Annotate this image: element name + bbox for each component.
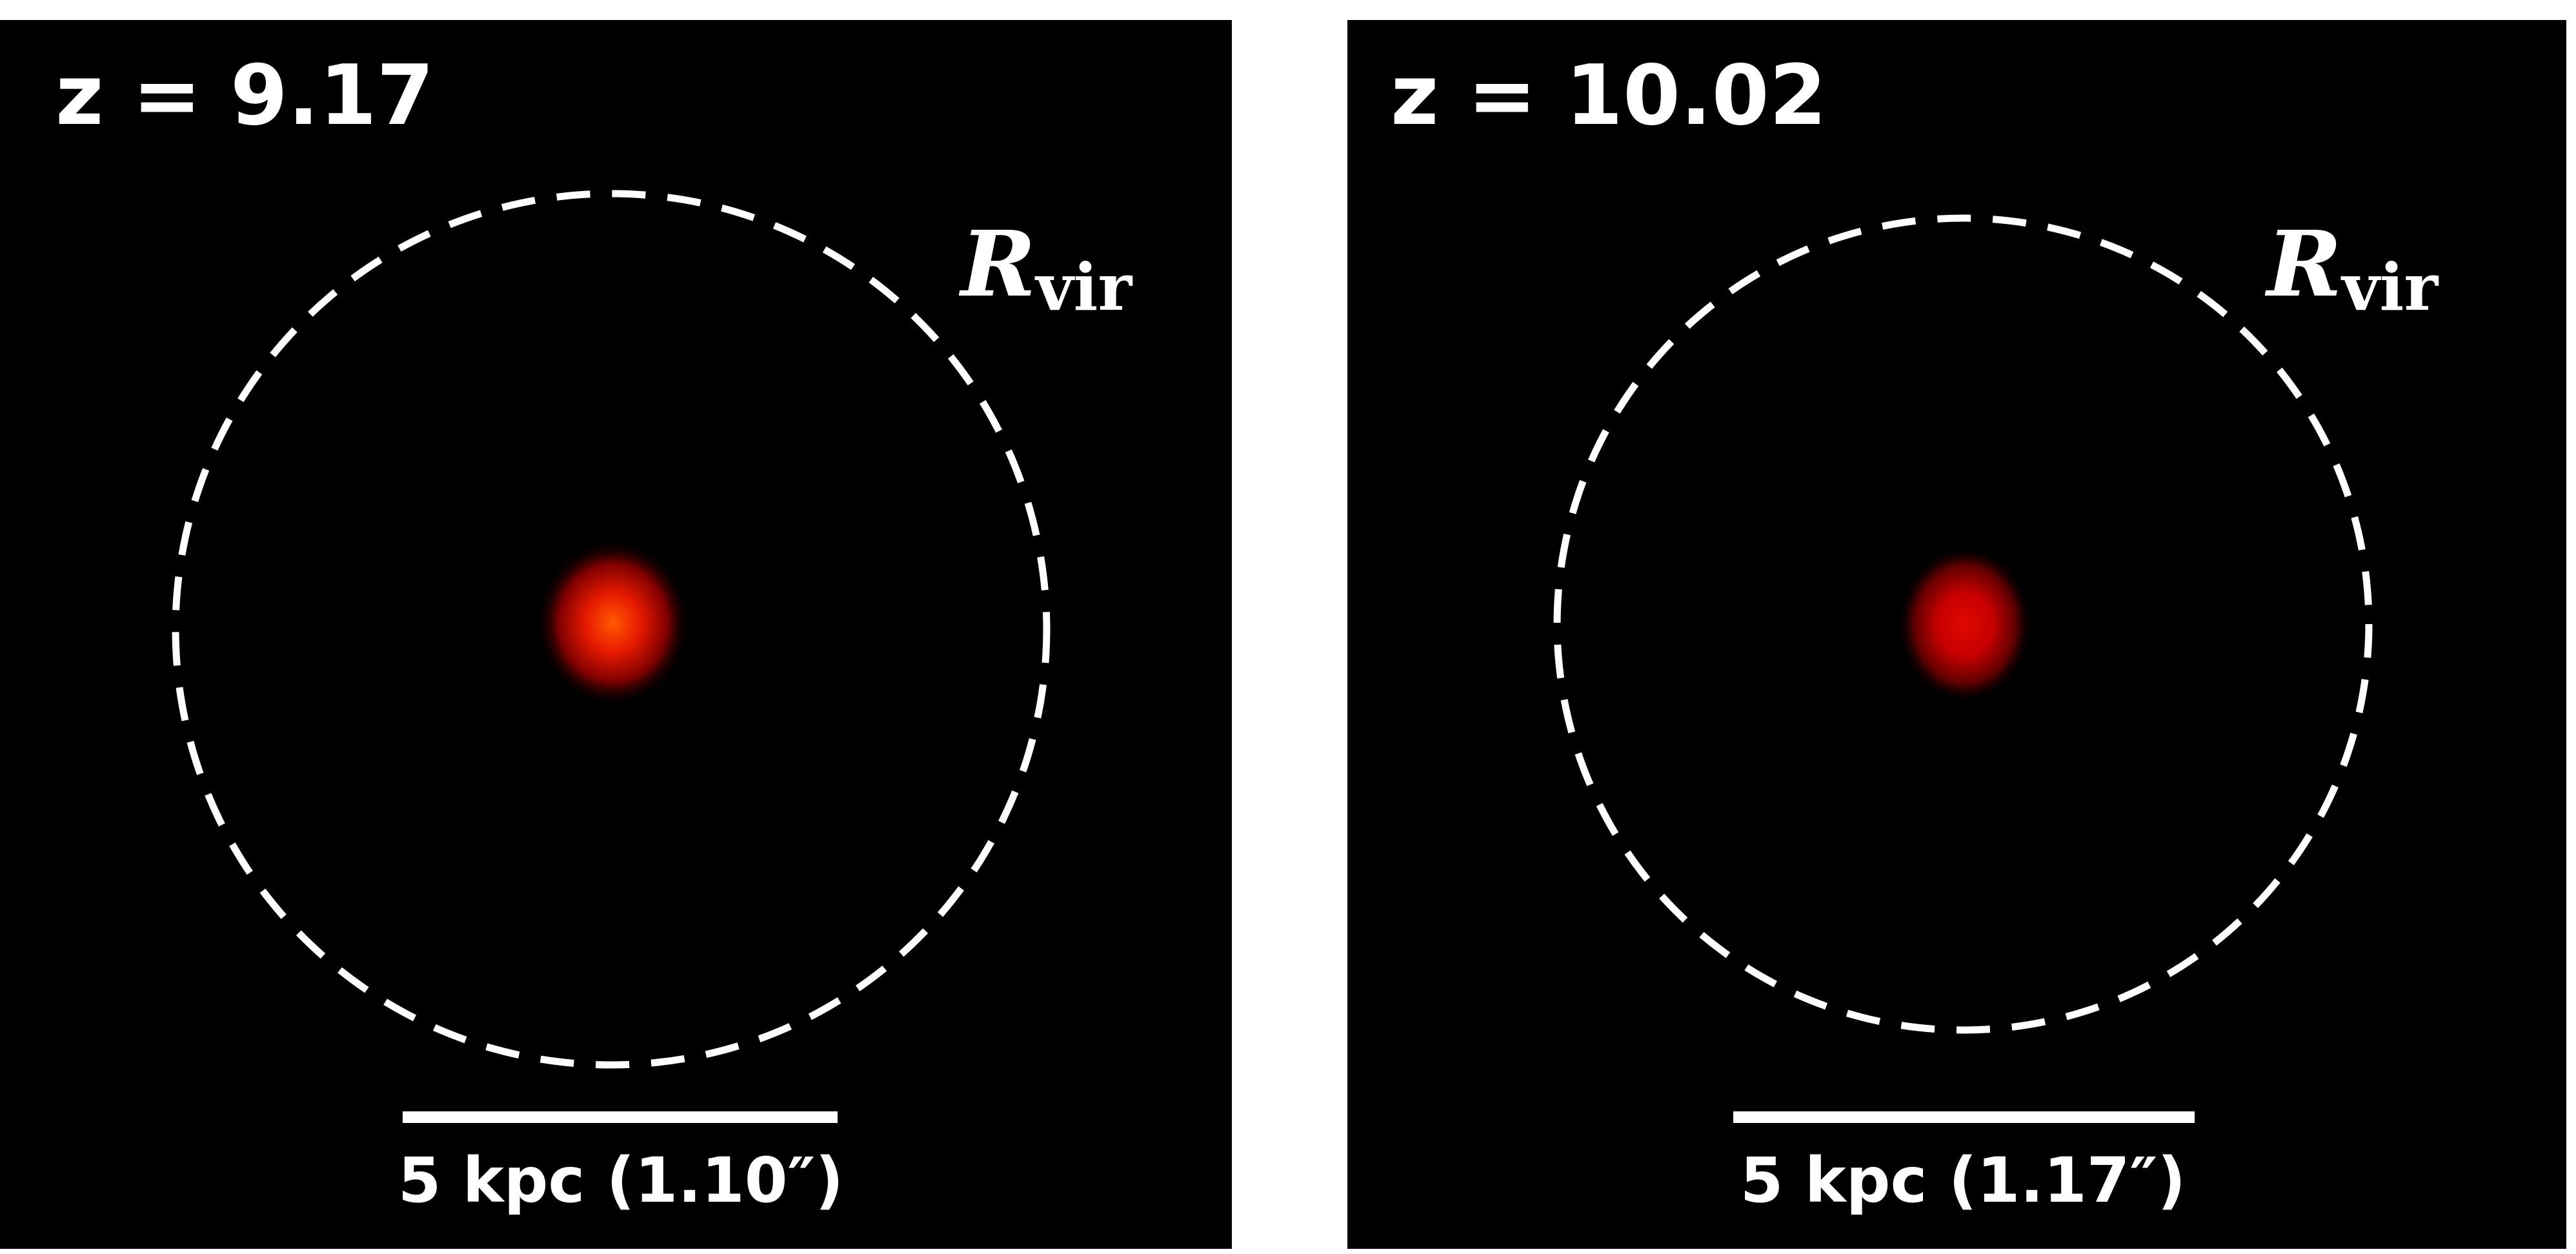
- galaxy: [1897, 545, 2033, 703]
- virial-circle: [1553, 214, 2373, 1034]
- redshift-label: z = 9.17: [55, 48, 434, 144]
- virial-label-main: R: [2264, 212, 2342, 318]
- galaxy: [536, 539, 690, 707]
- virial-circle: [172, 190, 1051, 1069]
- scale-bar-label: 5 kpc (1.17″): [1740, 1144, 2186, 1217]
- virial-label-main: R: [958, 212, 1036, 318]
- virial-label: Rvir: [2264, 212, 2439, 325]
- redshift-label: z = 10.02: [1391, 48, 1827, 144]
- virial-label-sub: vir: [2340, 249, 2439, 325]
- panel: z = 9.17 Rvir 5 kpc (1.10″): [0, 20, 1232, 1249]
- virial-label: Rvir: [958, 212, 1132, 325]
- virial-label-sub: vir: [1034, 249, 1132, 325]
- scale-bar-label: 5 kpc (1.10″): [398, 1144, 844, 1217]
- panel: z = 10.02 Rvir 5 kpc (1.17″): [1347, 20, 2566, 1249]
